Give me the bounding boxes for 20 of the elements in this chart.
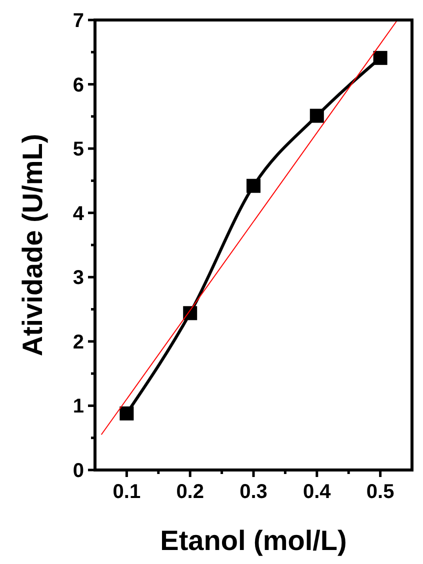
x-tick-label: 0.4: [302, 481, 332, 503]
y-tick-label: 6: [72, 74, 84, 96]
point: [310, 108, 324, 123]
point: [373, 50, 388, 65]
x-tick-label: 0.1: [112, 481, 141, 503]
y-tick-label: 2: [72, 331, 84, 354]
x-tick-label: 0.5: [366, 481, 394, 503]
y-tick-label: 3: [72, 267, 84, 290]
y-tick-label: 1: [72, 396, 84, 418]
y-tick-label: 5: [72, 138, 84, 161]
x-axis-title: Etanol (mol/L): [160, 525, 347, 556]
point: [120, 406, 134, 420]
point: [183, 306, 198, 320]
y-axis-title: Atividade (U/mL): [17, 134, 48, 356]
x-tick-label: 0.3: [240, 481, 268, 503]
point: [246, 178, 260, 193]
y-tick-label: 0: [72, 460, 84, 482]
x-tick-label: 0.2: [176, 481, 204, 503]
y-tick-label: 7: [72, 10, 84, 32]
y-tick-label: 4: [72, 202, 85, 225]
